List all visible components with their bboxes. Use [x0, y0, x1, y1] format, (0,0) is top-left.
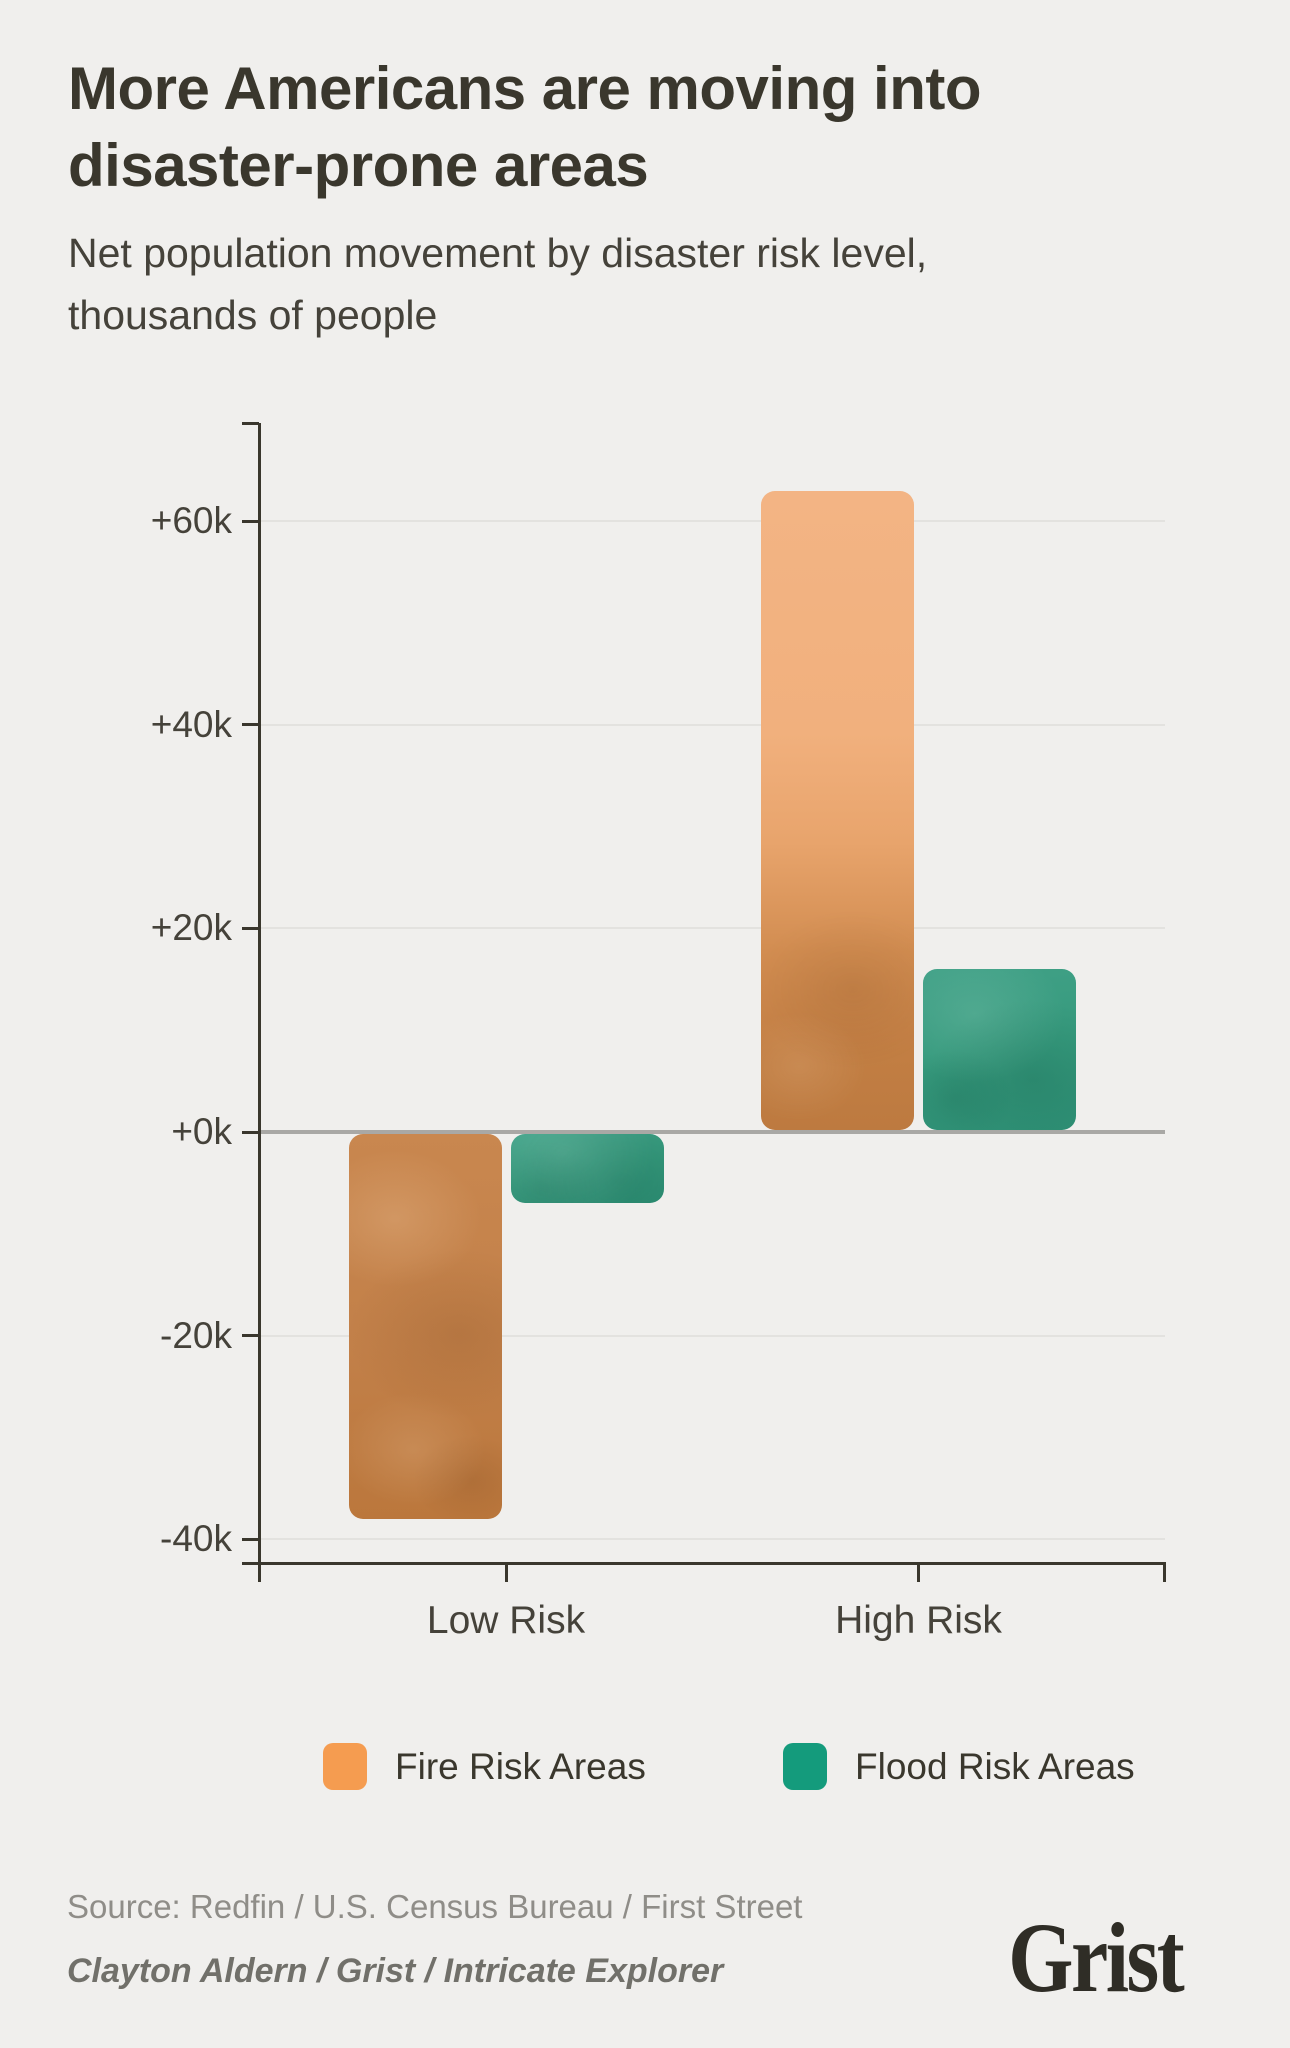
source-note: Source: Redfin / U.S. Census Bureau / Fi…	[67, 1888, 803, 1925]
bar-high-risk-fire-risk-areas	[761, 490, 914, 1130]
gridline-60k	[259, 520, 1165, 523]
x-tick-label-high-risk: High Risk	[835, 1599, 1002, 1642]
gridline-20k	[259, 1334, 1165, 1337]
gridline-40k	[259, 723, 1165, 726]
legend-item-flood: Flood Risk Areas	[783, 1743, 1135, 1790]
y-tick-40k	[242, 1537, 259, 1541]
legend-label-flood: Flood Risk Areas	[855, 1745, 1135, 1787]
y-tick-label-40k: +40k	[150, 703, 232, 745]
y-tick-40k	[242, 723, 259, 727]
y-tick-label-0k: +0k	[171, 1111, 232, 1152]
chart-title: More Americans are moving into disaster-…	[68, 50, 982, 204]
bar-high-risk-flood-risk-areas	[923, 969, 1076, 1130]
y-tick-label-40k: -40k	[160, 1518, 232, 1560]
legend-swatch-fire	[323, 1743, 367, 1790]
legend-label-fire: Fire Risk Areas	[395, 1745, 646, 1787]
y-tick-0k	[242, 1130, 259, 1134]
x-tick-label-low-risk: Low Risk	[426, 1599, 586, 1642]
legend-item-fire: Fire Risk Areas	[323, 1743, 646, 1790]
x-tick-low-risk	[504, 1563, 508, 1582]
y-tick-20k	[242, 1334, 259, 1338]
y-axis-top-cap	[242, 421, 259, 425]
y-tick-label-20k: +20k	[150, 907, 232, 949]
zero-gridline	[259, 1130, 1165, 1134]
y-tick-label-60k: +60k	[150, 500, 232, 542]
gridline-20k	[259, 927, 1165, 930]
grist-logo: Grist	[1007, 1902, 1185, 2013]
y-axis-line	[257, 423, 261, 1582]
gridline-40k	[259, 1538, 1165, 1541]
y-tick-60k	[242, 519, 259, 523]
chart-title-line2: disaster-prone areas	[68, 132, 649, 199]
x-axis-line	[242, 1561, 1166, 1565]
x-tick-high-risk	[917, 1563, 920, 1582]
bar-low-risk-flood-risk-areas	[510, 1134, 664, 1204]
legend-swatch-flood	[783, 1743, 827, 1790]
credit-note: Clayton Aldern / Grist / Intricate Explo…	[67, 1952, 724, 1990]
y-tick-20k	[242, 926, 259, 930]
chart-subtitle-line1: Net population movement by disaster risk…	[68, 230, 928, 276]
chart-title-line1: More Americans are moving into	[68, 55, 982, 122]
chart-subtitle-line2: thousands of people	[68, 292, 438, 338]
bar-low-risk-fire-risk-areas	[348, 1134, 502, 1519]
y-tick-label-20k: -20k	[160, 1314, 232, 1356]
chart-subtitle: Net population movement by disaster risk…	[68, 222, 927, 346]
x-axis-right-cap	[1163, 1563, 1166, 1582]
